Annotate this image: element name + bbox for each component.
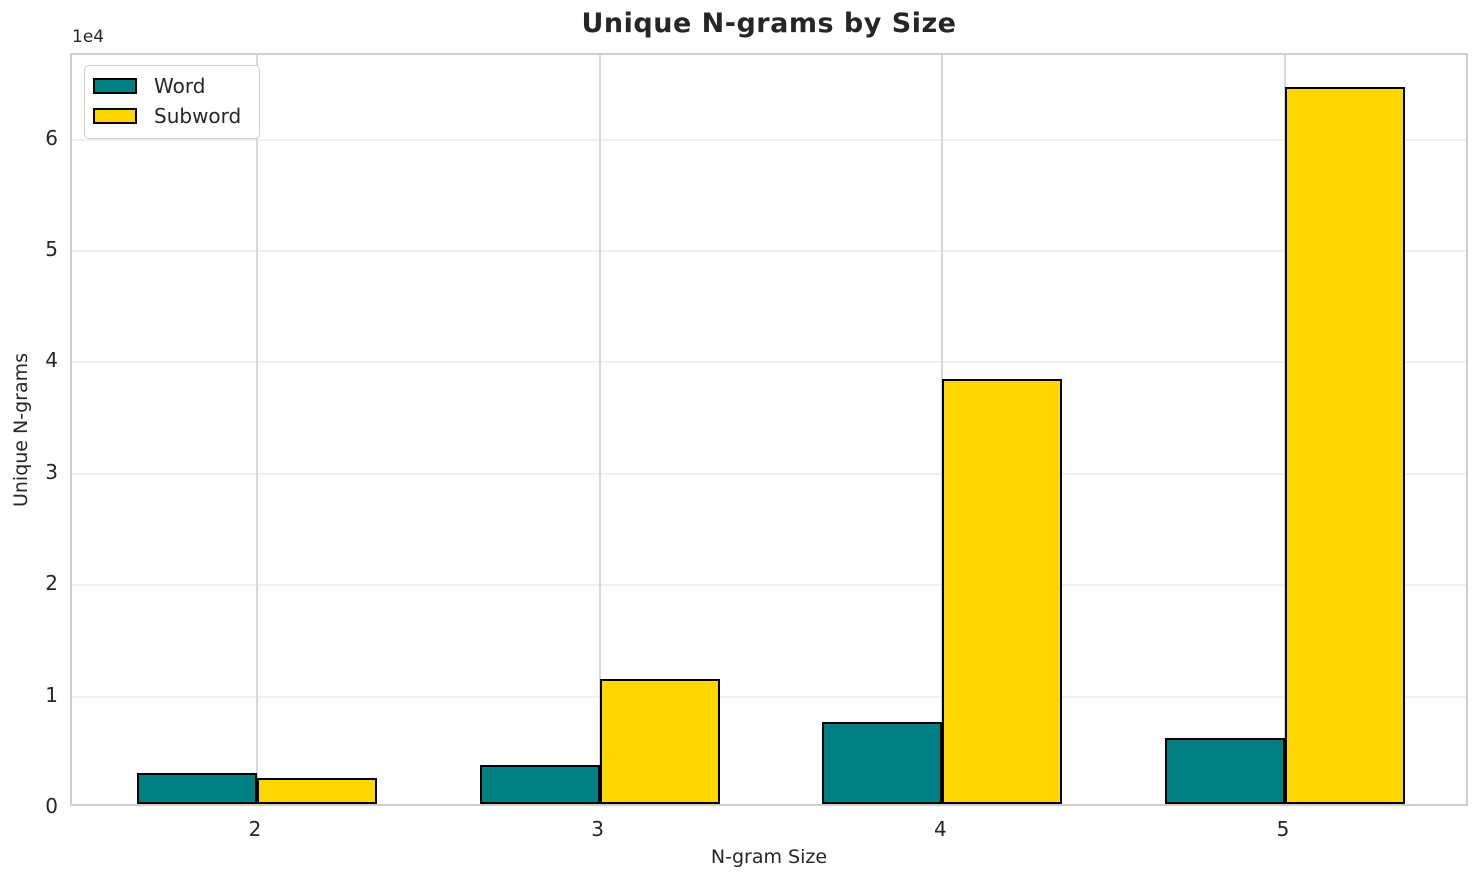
y-tick-label: 1: [45, 682, 58, 707]
x-tick-label: 2: [248, 817, 262, 841]
v-gridline: [256, 55, 259, 804]
x-axis-label: N-gram Size: [710, 846, 828, 868]
y-tick-label: 4: [45, 348, 58, 373]
legend-item-subword: Subword: [93, 104, 259, 128]
h-gridline: [72, 584, 1466, 587]
y-tick-label: 0: [45, 794, 58, 818]
y-tick-label: 3: [45, 459, 58, 484]
y-tick-label: 5: [45, 237, 58, 262]
h-gridline: [72, 138, 1466, 141]
h-gridline: [72, 472, 1466, 475]
bar-subword-3: [599, 679, 720, 804]
h-gridline: [72, 250, 1466, 253]
x-tick-label: 4: [933, 817, 947, 841]
bar-word-2: [137, 772, 258, 804]
v-gridline: [598, 55, 601, 804]
y-tick-label: 6: [45, 125, 58, 150]
h-gridline: [72, 361, 1466, 364]
chart-title: Unique N-grams by Size: [581, 8, 957, 39]
bar-word-5: [1165, 738, 1285, 804]
bar-word-3: [479, 765, 600, 804]
bar-subword-5: [1284, 86, 1405, 804]
legend-swatch-subword: [93, 108, 137, 124]
h-gridline: [72, 695, 1466, 698]
legend: Word Subword: [84, 65, 260, 139]
y-axis-offset-text: 1e4: [72, 27, 105, 47]
x-tick-label: 3: [591, 817, 605, 841]
legend-label-subword: Subword: [154, 104, 242, 128]
legend-label-word: Word: [154, 74, 206, 98]
legend-item-word: Word: [93, 74, 259, 98]
legend-swatch-word: [93, 78, 137, 94]
bar-subword-2: [257, 778, 377, 804]
bar-word-4: [822, 721, 943, 804]
y-tick-label: 2: [45, 571, 58, 596]
x-tick-label: 5: [1276, 817, 1290, 841]
bar-subword-4: [942, 378, 1063, 804]
plot-area: Word Subword: [70, 53, 1468, 806]
